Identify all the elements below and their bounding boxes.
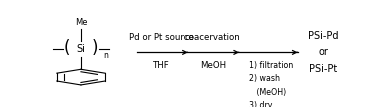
Text: THF: THF [153,61,170,70]
Text: (MeOH): (MeOH) [249,88,287,97]
Text: 2) wash: 2) wash [249,74,280,83]
Text: Me: Me [75,18,87,27]
Text: Si: Si [76,44,85,54]
Text: ): ) [92,39,98,57]
Text: 3) dry: 3) dry [249,101,273,107]
Text: PSi-Pd: PSi-Pd [308,31,338,41]
Text: (: ( [64,39,70,57]
Text: 1) filtration: 1) filtration [249,61,294,70]
Text: PSi-Pt: PSi-Pt [309,64,337,74]
Text: n: n [103,51,108,60]
Text: Pd or Pt source: Pd or Pt source [129,33,194,42]
Text: coacervation: coacervation [185,33,241,42]
Text: MeOH: MeOH [200,61,226,70]
Text: or: or [318,47,328,57]
